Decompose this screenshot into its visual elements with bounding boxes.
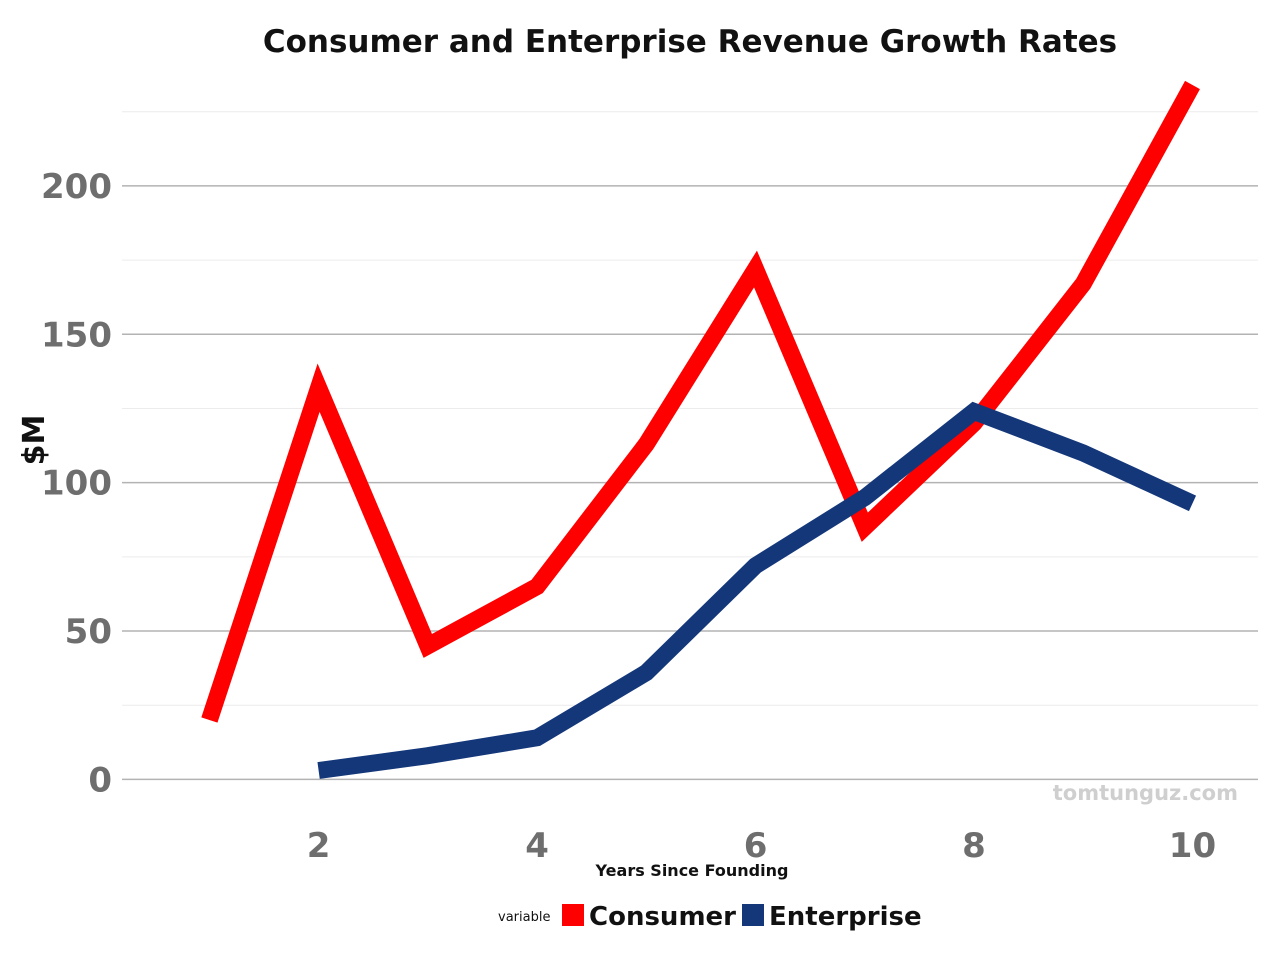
legend-swatch-enterprise <box>742 904 764 926</box>
legend: variable Consumer Enterprise <box>498 902 922 932</box>
series-line-consumer <box>201 80 1200 723</box>
y-tick-label: 200 <box>41 167 112 207</box>
legend-label-enterprise: Enterprise <box>769 902 922 932</box>
y-tick-label: 0 <box>88 760 112 800</box>
x-tick-label: 2 <box>307 826 331 866</box>
x-tick-label: 4 <box>525 826 549 866</box>
x-tick-label: 6 <box>744 826 768 866</box>
x-tick-label: 10 <box>1169 826 1216 866</box>
series-line-enterprise <box>317 401 1197 779</box>
legend-title: variable <box>498 910 550 925</box>
y-tick-label: 100 <box>41 464 112 504</box>
y-axis-ticks: 0 50 100 150 200 <box>41 167 112 800</box>
watermark: tomtunguz.com <box>1053 781 1238 805</box>
y-tick-label: 50 <box>65 612 112 652</box>
chart-title: Consumer and Enterprise Revenue Growth R… <box>263 24 1117 60</box>
y-tick-label: 150 <box>41 315 112 355</box>
legend-label-consumer: Consumer <box>589 902 736 932</box>
legend-swatch-consumer <box>562 904 584 926</box>
x-tick-label: 8 <box>962 826 986 866</box>
series-lines <box>201 80 1200 779</box>
x-axis-title: Years Since Founding <box>595 861 789 880</box>
x-axis-ticks: 2 4 6 8 10 <box>307 826 1216 866</box>
y-axis-title: $M <box>17 415 52 466</box>
